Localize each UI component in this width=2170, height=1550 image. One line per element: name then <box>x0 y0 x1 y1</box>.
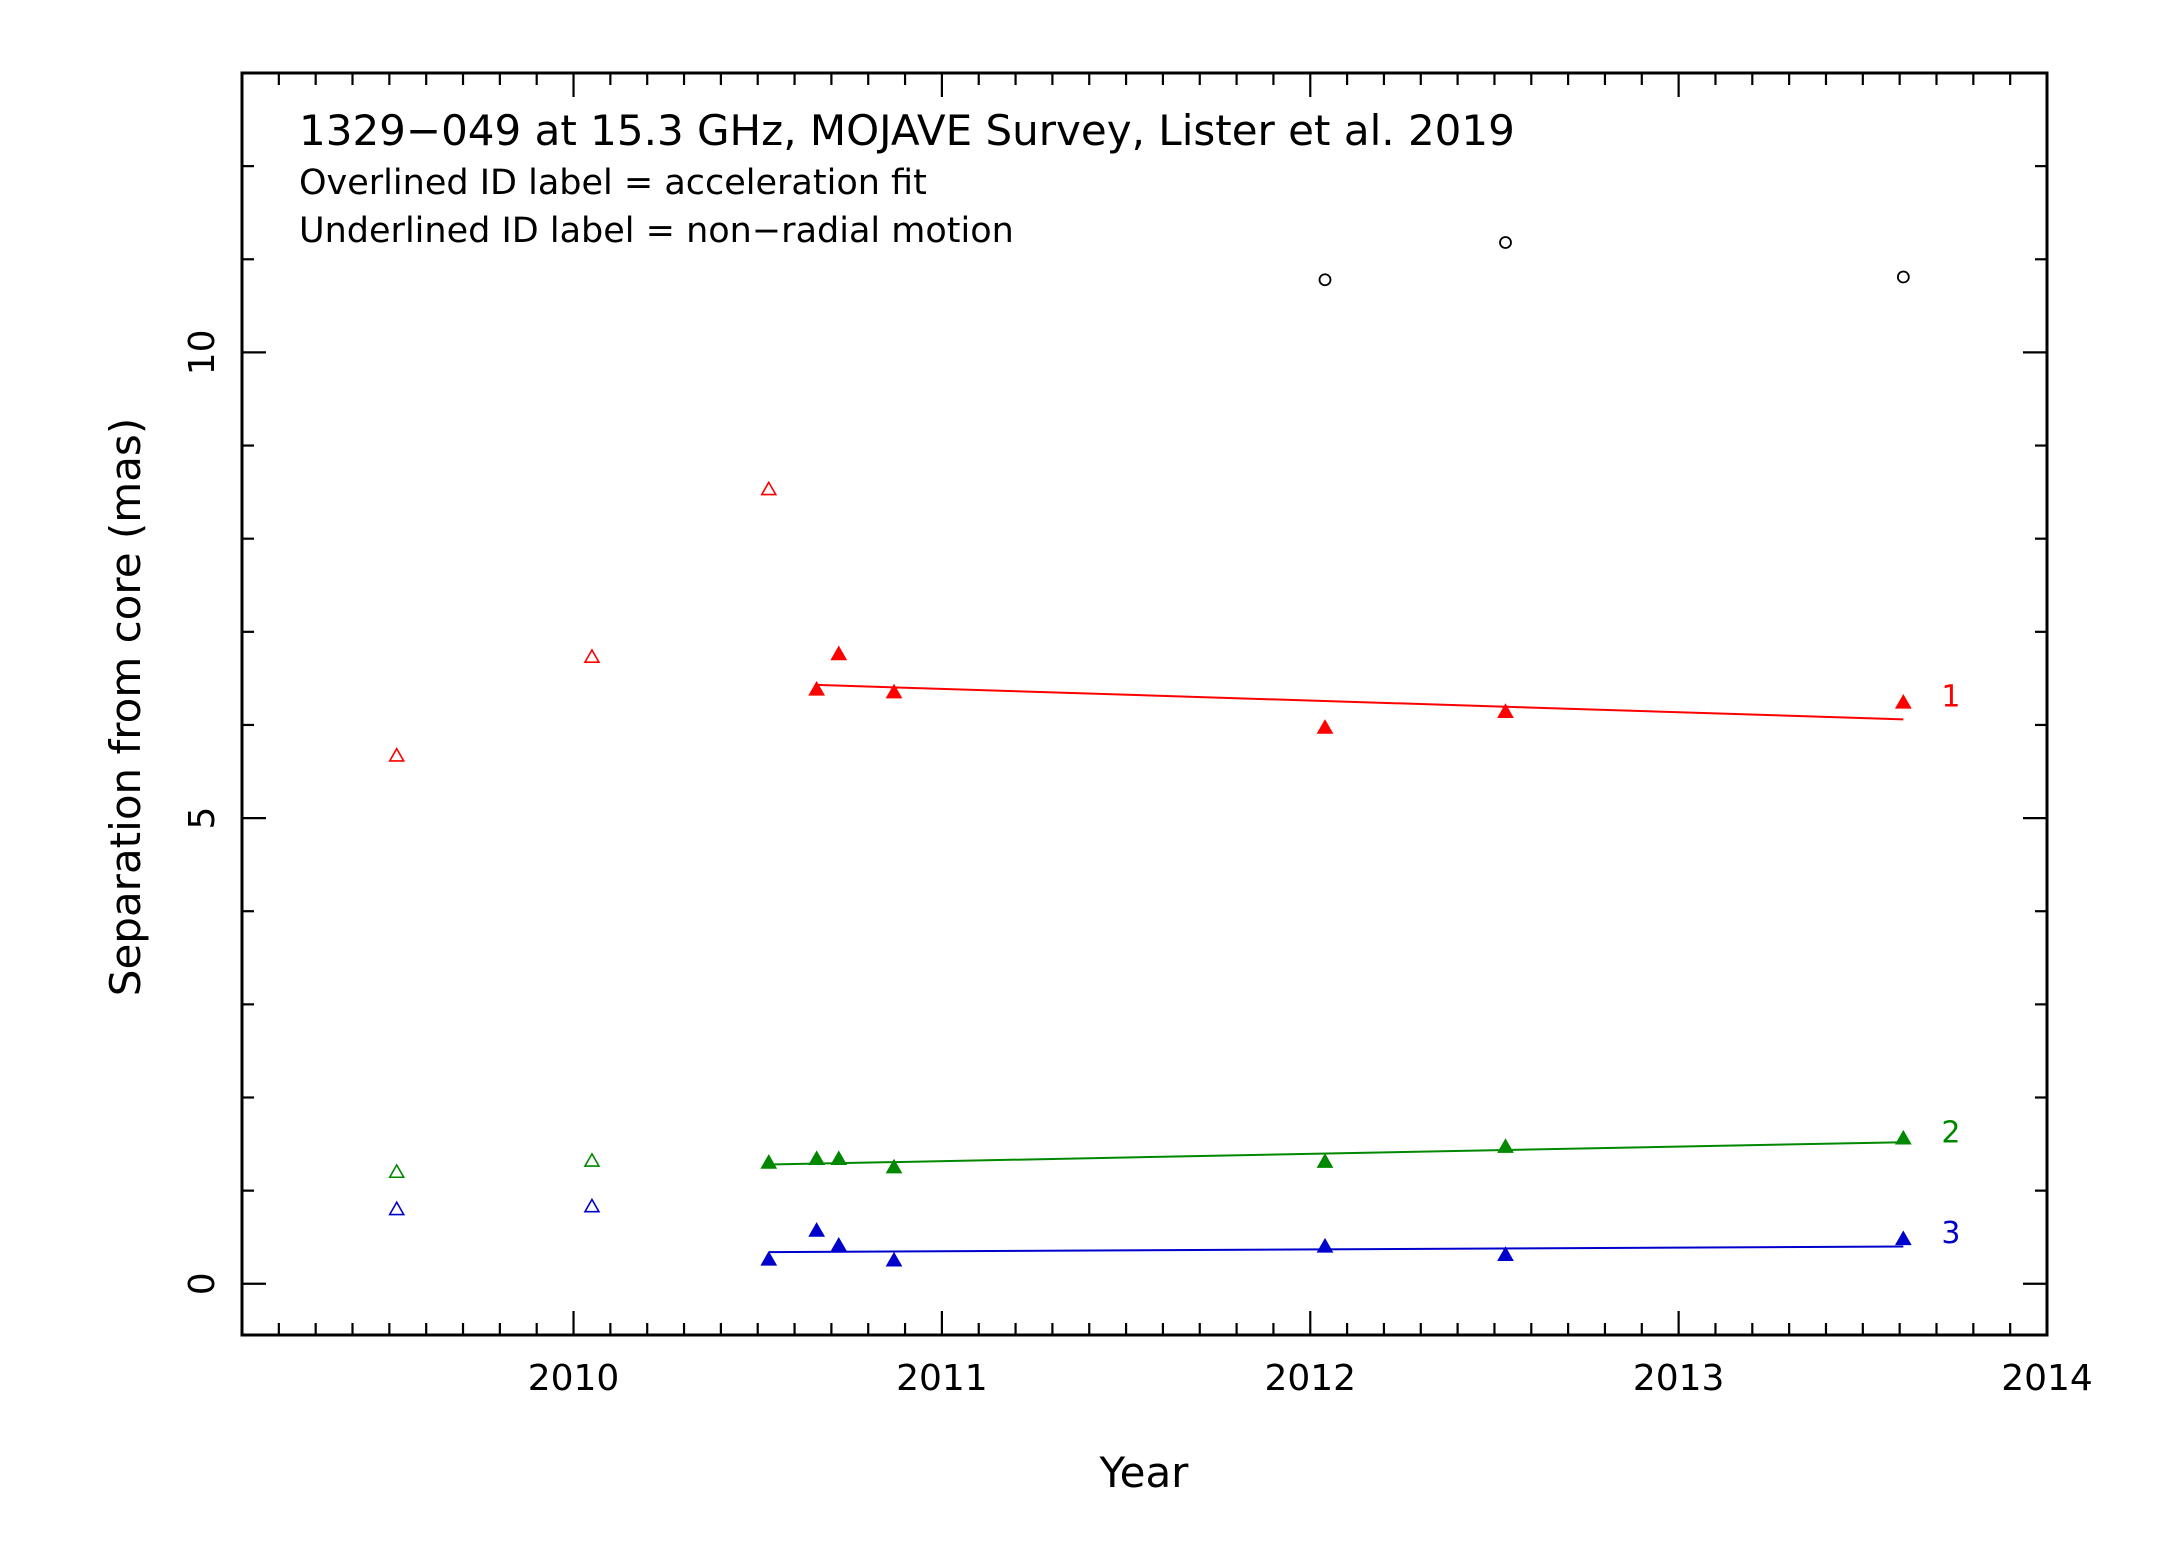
data-point-circle <box>1318 273 1332 287</box>
x-axis-label: Year <box>1099 1448 1190 1497</box>
axis-ticks <box>240 71 2049 1335</box>
y-tick-label: 0 <box>182 1272 223 1295</box>
data-point-triangle-filled <box>808 680 826 696</box>
x-tick-label: 2013 <box>1633 1358 1725 1399</box>
component-id-label: 1 <box>1941 680 1960 715</box>
fit-line <box>816 683 1904 721</box>
data-point-circle <box>1499 236 1512 249</box>
x-tick-label: 2010 <box>528 1358 620 1399</box>
data-point-triangle-filled <box>830 645 848 661</box>
x-tick-label: 2012 <box>1264 1358 1356 1399</box>
x-tick-label: 2011 <box>896 1358 988 1399</box>
data-point-triangle-open <box>388 747 406 762</box>
data-point-circle <box>1896 270 1910 284</box>
component-id-label: 3 <box>1941 1216 1960 1251</box>
y-tick-label: 5 <box>182 807 223 830</box>
data-point-triangle-filled <box>885 683 903 699</box>
data-point-triangle-filled <box>830 1236 848 1252</box>
data-point-triangle-filled <box>830 1150 848 1166</box>
data-point-triangle-open <box>583 1152 601 1167</box>
chart-subtitle-line-2: Underlined ID label = non−radial motion <box>299 211 1014 251</box>
data-point-triangle-filled <box>1894 693 1912 709</box>
data-point-triangle-filled <box>1497 1246 1514 1261</box>
component-id-label: 2 <box>1941 1115 1960 1150</box>
component-id-labels: 1 2 3 <box>1941 680 1960 1251</box>
data-point-triangle-filled <box>760 1154 778 1169</box>
data-points <box>388 236 1912 1267</box>
data-point-triangle-open <box>760 480 778 496</box>
data-point-triangle-filled <box>1894 1230 1912 1246</box>
data-point-triangle-filled <box>885 1158 903 1174</box>
data-point-triangle-filled <box>885 1251 903 1267</box>
data-point-triangle-filled <box>808 1222 826 1237</box>
y-tick-label: 10 <box>182 330 223 376</box>
data-point-triangle-filled <box>760 1250 778 1266</box>
data-point-triangle-filled <box>1316 1153 1334 1168</box>
data-point-triangle-filled <box>1894 1129 1912 1145</box>
data-point-triangle-open <box>583 1197 601 1213</box>
axis-tick-labels: 2010 2011 2012 2013 2014 0 5 10 <box>182 330 2093 1399</box>
fit-lines <box>768 683 1904 1254</box>
data-point-triangle-open <box>583 648 601 664</box>
data-point-triangle-open <box>388 1200 406 1216</box>
data-point-triangle-open <box>388 1163 406 1179</box>
y-axis-label: Separation from core (mas) <box>101 418 150 996</box>
data-point-triangle-filled <box>1316 1237 1334 1253</box>
chart-subtitle-line-1: Overlined ID label = acceleration fit <box>299 163 927 203</box>
data-point-triangle-filled <box>808 1150 826 1166</box>
fit-line <box>768 1245 1904 1254</box>
data-point-triangle-filled <box>1497 703 1514 718</box>
fit-line <box>768 1141 1904 1166</box>
chart-title: 1329−049 at 15.3 GHz, MOJAVE Survey, Lis… <box>299 106 1515 155</box>
data-point-triangle-filled <box>1497 1138 1514 1153</box>
plot-frame <box>240 71 2049 1337</box>
data-point-triangle-filled <box>1316 719 1334 734</box>
x-tick-label: 2014 <box>2001 1358 2093 1399</box>
